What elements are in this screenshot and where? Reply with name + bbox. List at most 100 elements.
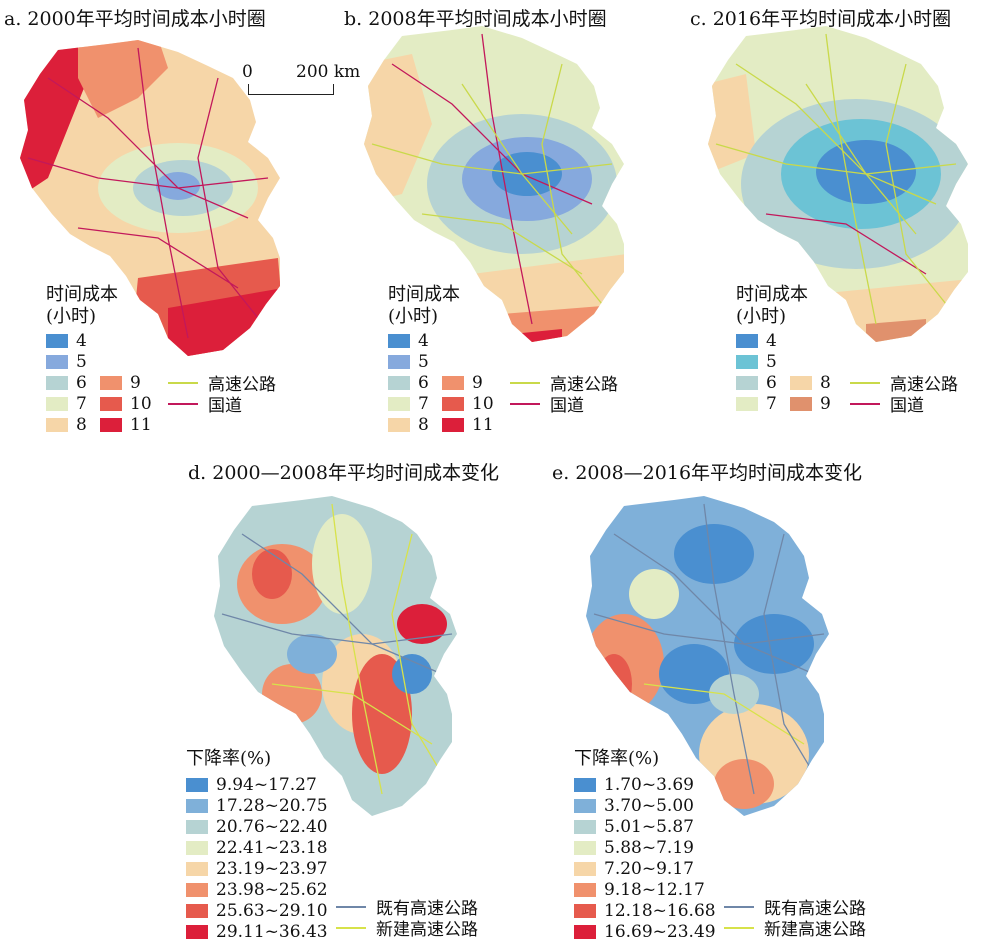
new-highway-line: [336, 926, 366, 929]
legend-label: 29.11~36.43: [216, 921, 328, 942]
legend-item: 12.18~16.68: [574, 900, 716, 921]
panel-d-title: d. 2000—2008年平均时间成本变化: [188, 462, 499, 484]
panel-c-title: c. 2016年平均时间成本小时圈: [690, 8, 952, 30]
swatch: [388, 333, 410, 348]
legend-item: 9.94~17.27: [186, 774, 328, 795]
legend-2000-col1: 4 5 6 7 8: [46, 330, 87, 435]
legend-2000-col2: 9 10 11: [100, 372, 152, 435]
legend-label: 新建高速公路: [376, 920, 478, 940]
map-2016: [708, 26, 968, 342]
legend-item: 8: [388, 414, 429, 435]
legend-item: 23.19~23.97: [186, 858, 328, 879]
legend-e-lines: 既有高速公路 新建高速公路: [724, 896, 866, 940]
legend-2016: 时间成本 (小时) 4 5 6 7 8 9 高速公路 国道: [736, 284, 958, 416]
legend-item: 22.41~23.18: [186, 837, 328, 858]
legend-label: 9.94~17.27: [216, 774, 317, 795]
legend-2008-header: 时间成本 (小时): [388, 284, 460, 327]
legend-item: 4: [736, 330, 777, 351]
legend-item: 国道: [850, 393, 958, 416]
legend-label: 高速公路: [550, 375, 618, 395]
legend-item: 5.88~7.19: [574, 837, 716, 858]
legend-item: 新建高速公路: [336, 917, 478, 940]
legend-2016-col2: 8 9: [790, 372, 831, 414]
swatch: [736, 396, 758, 411]
legend-change-d: 下降率(%) 9.94~17.27 17.28~20.75 20.76~22.4…: [186, 748, 478, 942]
legend-label: 8: [820, 372, 831, 393]
legend-label: 高速公路: [890, 375, 958, 395]
swatch: [46, 396, 68, 411]
scale-bar-end: 200 km: [296, 62, 361, 82]
map-change-2000-2008: [214, 496, 457, 816]
legend-2000: 时间成本 (小时) 4 5 6 7 8 9 10 11 高速公路 国道: [46, 284, 276, 435]
swatch: [736, 333, 758, 348]
legend-item: 16.69~23.49: [574, 921, 716, 942]
highway-line: [168, 381, 198, 384]
legend-item: 7: [388, 393, 429, 414]
swatch: [186, 924, 208, 939]
swatch: [442, 417, 464, 432]
legend-item: 9: [790, 393, 831, 414]
legend-label: 高速公路: [208, 375, 276, 395]
legend-item: 6: [736, 372, 777, 393]
legend-item: 5: [46, 351, 87, 372]
map-change-2008-2016: [586, 496, 829, 816]
scale-bar-line: [248, 84, 334, 95]
legend-label: 11: [130, 414, 152, 435]
existing-highway-line: [724, 905, 754, 908]
legend-item: 9.18~12.17: [574, 879, 716, 900]
legend-label: 7: [766, 393, 777, 414]
swatch: [574, 777, 596, 792]
existing-highway-line: [336, 905, 366, 908]
legend-label: 5.88~7.19: [604, 837, 694, 858]
legend-label: 4: [766, 330, 777, 351]
legend-label: 国道: [208, 396, 242, 416]
legend-item: 高速公路: [510, 372, 618, 395]
legend-label: 8: [76, 414, 87, 435]
legend-label: 23.19~23.97: [216, 858, 328, 879]
legend-label: 5: [76, 351, 87, 372]
legend-e-header: 下降率(%): [574, 748, 660, 769]
legend-item: 3.70~5.00: [574, 795, 716, 816]
legend-item: 8: [790, 372, 831, 393]
legend-item: 7: [46, 393, 87, 414]
swatch: [574, 861, 596, 876]
legend-change-e: 下降率(%) 1.70~3.69 3.70~5.00 5.01~5.87 5.8…: [574, 748, 866, 942]
swatch: [790, 396, 812, 411]
legend-item: 17.28~20.75: [186, 795, 328, 816]
swatch: [574, 819, 596, 834]
legend-label: 23.98~25.62: [216, 879, 328, 900]
swatch: [100, 417, 122, 432]
legend-label: 17.28~20.75: [216, 795, 328, 816]
swatch: [388, 354, 410, 369]
legend-label: 22.41~23.18: [216, 837, 328, 858]
swatch: [46, 333, 68, 348]
swatch: [100, 396, 122, 411]
legend-item: 4: [388, 330, 429, 351]
swatch: [574, 882, 596, 897]
swatch: [46, 354, 68, 369]
swatch: [574, 840, 596, 855]
legend-label: 5: [418, 351, 429, 372]
legend-label: 7.20~9.17: [604, 858, 694, 879]
new-highway-line: [724, 926, 754, 929]
panel-a-title: a. 2000年平均时间成本小时圈: [4, 8, 266, 30]
legend-item: 29.11~36.43: [186, 921, 328, 942]
legend-label: 6: [76, 372, 87, 393]
scale-bar-start: 0: [242, 62, 253, 82]
national-road-line: [168, 402, 198, 405]
legend-label: 新建高速公路: [764, 920, 866, 940]
swatch: [790, 375, 812, 390]
swatch: [388, 396, 410, 411]
legend-2008-col2: 9 10 11: [442, 372, 494, 435]
swatch: [186, 903, 208, 918]
legend-item: 国道: [168, 393, 276, 416]
map-2008: [364, 26, 624, 342]
legend-item: 5: [736, 351, 777, 372]
swatch: [442, 396, 464, 411]
legend-label: 9: [820, 393, 831, 414]
legend-label: 既有高速公路: [376, 899, 478, 919]
highway-line: [510, 381, 540, 384]
legend-label: 12.18~16.68: [604, 900, 716, 921]
legend-item: 20.76~22.40: [186, 816, 328, 837]
legend-label: 5: [766, 351, 777, 372]
